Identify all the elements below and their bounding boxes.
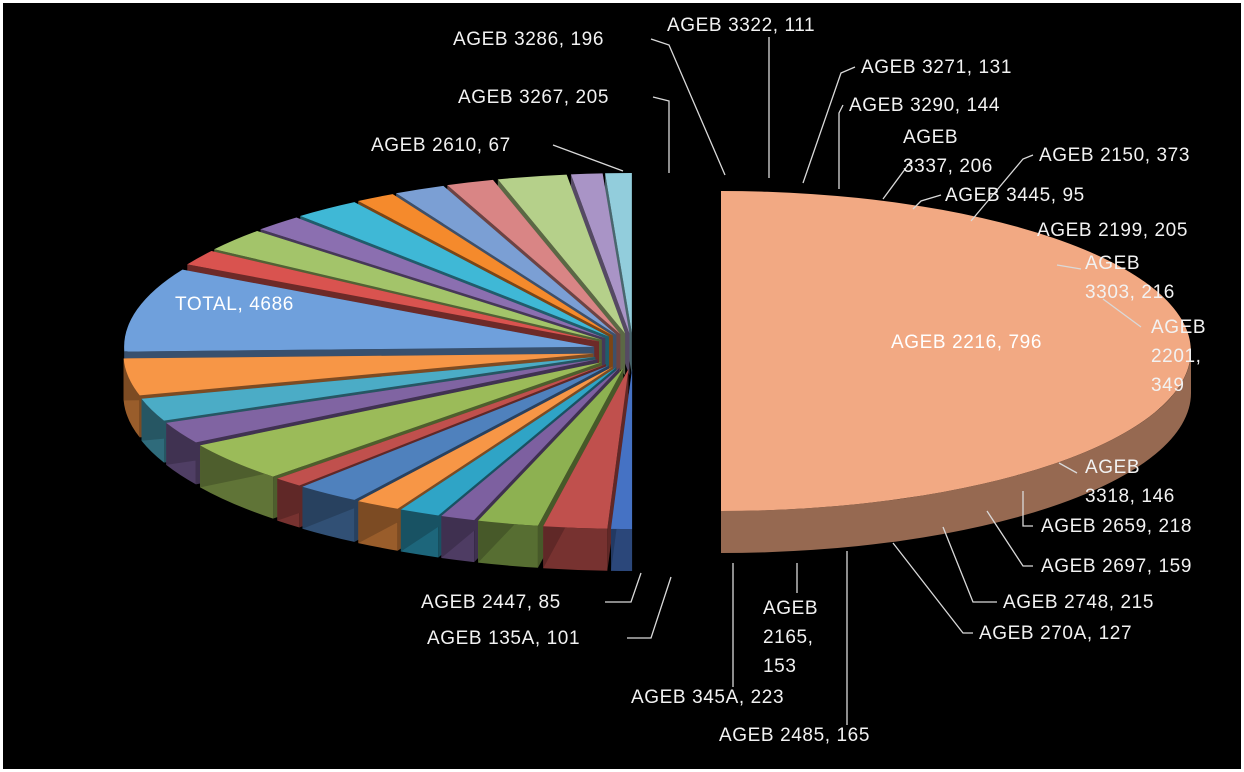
slice-labels: TOTAL, 4686 AGEB 2610, 67 AGEB 3267, 205 AG…: [175, 15, 1206, 746]
slice-ageb-2201: [123, 353, 594, 396]
label-total: TOTAL, 4686: [175, 294, 294, 315]
leader-ageb-2150: [970, 154, 1034, 222]
leader-ageb-3267: [652, 96, 670, 173]
leader-ageb-3303: [1056, 264, 1082, 270]
slice-ageb-3322: [441, 367, 620, 521]
slice-ageb-2748: [300, 202, 609, 337]
slice-ageb-2216: [124, 269, 595, 352]
label-ageb-3445: AGEB 3445, 95: [945, 185, 1085, 206]
chart-frame: TOTAL, 4686 AGEB 2610, 67 AGEB 3267, 205 AG…: [3, 3, 1241, 769]
leader-ageb-3290: [838, 104, 844, 189]
label-ageb-3318: AGEB 3318, 146: [1085, 457, 1175, 507]
pie-tops: [123, 173, 1191, 529]
label-ageb-3267: AGEB 3267, 205: [458, 87, 609, 108]
leader-ageb-3445: [912, 194, 942, 210]
label-ageb-3286: AGEB 3286, 196: [453, 29, 604, 50]
slice-ageb-3318: [187, 251, 599, 342]
leader-ageb-2610: [552, 144, 624, 172]
label-ageb-3322: AGEB 3322, 111: [667, 15, 815, 36]
slice-ageb-3271: [400, 367, 617, 516]
leader-ageb-2447: [605, 572, 642, 603]
slice-ageb-2447: [605, 173, 632, 334]
leader-ageb-3337: [882, 160, 912, 200]
pie-chart: TOTAL, 4686 AGEB 2610, 67 AGEB 3267, 205 AG…: [123, 15, 1206, 746]
label-ageb-2659: AGEB 2659, 218: [1041, 516, 1192, 537]
label-ageb-2216: AGEB 2216, 796: [891, 332, 1042, 353]
slice-ageb-3303: [141, 356, 596, 421]
leader-ageb-2697: [986, 510, 1033, 567]
slice-wall-ageb-3337-1: [302, 365, 610, 529]
slice-ageb-3290: [358, 366, 613, 509]
label-ageb-2201: AGEB 2201, 349: [1151, 317, 1206, 396]
leader-ageb-270a: [892, 542, 973, 634]
label-ageb-135a: AGEB 135A, 101: [427, 628, 580, 649]
label-ageb-3303: AGEB 3303, 216: [1085, 253, 1175, 303]
slice-ageb-2199: [166, 359, 598, 443]
slice-ageb-2659: [214, 230, 602, 340]
slice-ageb-2150: [200, 362, 602, 477]
leader-lines: [552, 37, 1142, 725]
slice-ageb-2165: [447, 179, 621, 334]
label-ageb-345a: AGEB 345A, 223: [631, 687, 784, 708]
slice-ageb-2610: [610, 368, 633, 529]
slice-ageb-3286: [478, 368, 624, 526]
leader-ageb-135a: [627, 576, 672, 639]
slice-side-total: [721, 351, 1191, 553]
label-ageb-2150: AGEB 2150, 373: [1039, 145, 1190, 166]
slice-ageb-3267: [543, 368, 629, 529]
slice-ageb-3337: [302, 365, 610, 500]
leader-ageb-3271: [802, 66, 856, 184]
slice-ageb-2485: [396, 185, 617, 335]
leader-ageb-3318: [1058, 462, 1078, 474]
label-ageb-2485: AGEB 2485, 165: [719, 725, 870, 746]
label-ageb-2165: AGEB 2165, 153: [763, 598, 818, 677]
slice-ageb-135a: [570, 173, 630, 334]
slice-wall-ageb-3322-1: [441, 367, 620, 558]
slice-ageb-270a: [358, 194, 613, 336]
label-ageb-3271: AGEB 3271, 131: [861, 57, 1012, 78]
label-ageb-2199: AGEB 2199, 205: [1037, 220, 1188, 241]
label-ageb-2610: AGEB 2610, 67: [371, 135, 511, 156]
slice-ageb-3445: [277, 364, 606, 486]
label-ageb-270a: AGEB 270A, 127: [979, 623, 1132, 644]
slice-total: [721, 191, 1191, 511]
leader-ageb-3286: [650, 38, 726, 176]
label-ageb-3290: AGEB 3290, 144: [849, 95, 1000, 116]
leader-ageb-2659: [1022, 491, 1033, 527]
slice-ageb-345a: [497, 174, 626, 334]
leader-ageb-2748: [942, 526, 997, 603]
leader-ageb-2201: [1102, 298, 1142, 328]
label-ageb-2447: AGEB 2447, 85: [421, 592, 561, 613]
label-ageb-3337: AGEB 3337, 206: [903, 127, 993, 177]
slice-ageb-2697: [260, 217, 606, 339]
label-ageb-2748: AGEB 2748, 215: [1003, 592, 1154, 613]
slice-side-ageb-2610: [610, 528, 633, 571]
label-ageb-2697: AGEB 2697, 159: [1041, 556, 1192, 577]
